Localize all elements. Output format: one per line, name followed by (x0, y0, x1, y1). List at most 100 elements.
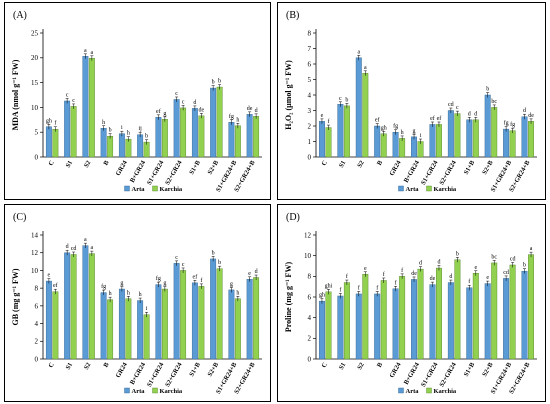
bar-arta (484, 283, 491, 360)
bar-karchia (325, 291, 332, 360)
y-tick-label: 4 (35, 320, 39, 328)
significance-letter: d (468, 111, 471, 117)
legend-label-arta: Arta (406, 186, 420, 193)
significance-letter: a (91, 245, 94, 251)
significance-letter: h (127, 131, 130, 137)
bar-arta (45, 126, 52, 158)
bar-karchia (454, 259, 461, 360)
bar-arta (521, 116, 528, 158)
bar-karchia (143, 314, 150, 360)
bar-karchia (491, 262, 498, 360)
legend-swatch-karchia (152, 387, 158, 394)
bar-arta (355, 293, 362, 360)
significance-letter: d (437, 260, 440, 266)
bar-arta (137, 300, 144, 360)
bar-arta (466, 287, 473, 360)
category-label: S1+GR24 (146, 361, 166, 388)
bar-karchia (180, 107, 187, 158)
bar-karchia (88, 58, 95, 158)
significance-letter: e (364, 266, 367, 272)
significance-letter: fg (101, 283, 106, 290)
significance-letter: ef (430, 115, 435, 122)
significance-letter: c (456, 105, 459, 111)
bar-arta (466, 119, 473, 158)
y-tick-label: 2 (308, 335, 312, 343)
significance-letter: d (255, 108, 258, 114)
bar-karchia (180, 270, 187, 360)
bar-arta (392, 288, 399, 360)
bar-karchia (362, 274, 369, 360)
y-tick-label: 0 (35, 355, 39, 363)
category-label: S2 (356, 160, 365, 169)
y-tick-label: 20 (31, 54, 39, 62)
significance-letter: e (321, 113, 324, 119)
bar-karchia (253, 116, 260, 158)
significance-letter: h (139, 292, 142, 298)
bar-arta (484, 94, 491, 158)
category-label: C (321, 361, 330, 369)
significance-letter: de (199, 107, 205, 113)
category-label: S2+B (481, 361, 495, 378)
bar-karchia (216, 268, 223, 360)
category-label: S2+GR24 (438, 159, 458, 186)
y-tick-label: 0 (308, 355, 312, 363)
significance-letter: ef (375, 117, 380, 124)
significance-letter: ij (138, 126, 142, 132)
significance-letter: e (248, 271, 251, 277)
bar-karchia (107, 135, 114, 158)
y-tick-label: 4 (308, 91, 312, 99)
bar-arta (503, 278, 510, 360)
significance-letter: c (339, 96, 342, 102)
significance-letter: f (346, 273, 348, 280)
bar-arta (429, 284, 436, 360)
significance-letter: a (91, 50, 94, 56)
bar-arta (337, 295, 344, 360)
legend-swatch-arta (398, 185, 404, 192)
significance-letter: cd (503, 270, 509, 276)
category-label: S2+GR24 (438, 361, 458, 388)
bar-arta (82, 245, 89, 360)
bar-karchia (325, 127, 332, 158)
significance-letter: ef (437, 115, 442, 122)
bar-karchia (436, 267, 442, 360)
category-label: GR24 (115, 361, 130, 379)
significance-letter: e (48, 273, 51, 279)
bar-karchia (528, 254, 535, 360)
bar-karchia (528, 121, 535, 158)
significance-letter: a (84, 237, 87, 243)
bar-arta (118, 133, 125, 158)
category-label: B (376, 361, 385, 369)
significance-letter: cd (510, 256, 516, 262)
y-tick-label: 25 (31, 29, 39, 37)
bar-karchia (399, 138, 406, 158)
bar-arta (173, 263, 180, 360)
significance-letter: ef (53, 282, 58, 289)
category-label: S2+B (481, 159, 495, 176)
category-label: S1+GR24 (420, 361, 440, 388)
bar-arta (337, 104, 344, 158)
significance-letter: d (193, 100, 196, 106)
bar-arta (64, 100, 71, 158)
significance-letter: b (218, 79, 221, 85)
significance-letter: gh (381, 125, 387, 131)
bar-arta (191, 108, 198, 158)
significance-letter: i (420, 133, 422, 139)
significance-letter: b (523, 263, 526, 269)
y-axis-title: Proline (mg g⁻¹ FW) (284, 262, 293, 333)
legend-swatch-karchia (426, 185, 432, 192)
category-label: S1+B (188, 361, 202, 378)
y-tick-label: 8 (308, 273, 312, 281)
significance-letter: bc (491, 254, 497, 260)
y-tick-label: 10 (31, 267, 39, 275)
y-tick-label: 6 (35, 302, 39, 310)
significance-letter: g (163, 281, 166, 287)
category-label: S1 (65, 362, 74, 371)
significance-letter: fg (229, 113, 234, 120)
